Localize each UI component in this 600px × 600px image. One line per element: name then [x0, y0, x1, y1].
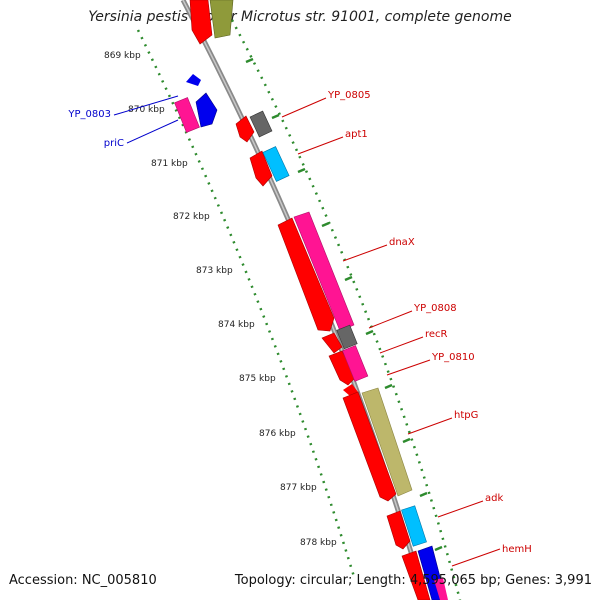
gene-top-olive — [209, 0, 234, 39]
left-dotted-track — [136, 29, 357, 581]
gene-hemH-red — [401, 550, 431, 600]
gene-htpG-red — [342, 391, 397, 502]
accession-text: Accession: NC_005810 — [9, 573, 157, 588]
topology-text: Topology: circular; Length: 4,595,065 bp… — [234, 573, 592, 588]
gene-YP_0810-magenta — [342, 345, 369, 382]
kbp-label: 872 kbp — [173, 212, 210, 222]
gene-label-priC: priC — [104, 138, 124, 149]
gene-labels-right: YP_0805 apt1 dnaX YP_0808 recR YP_0810 h… — [327, 90, 532, 555]
gene-apt1-red — [249, 150, 273, 187]
kbp-label: 871 kbp — [151, 159, 188, 169]
kbp-label: 878 kbp — [300, 538, 337, 548]
gene-label-YP_0805: YP_0805 — [327, 90, 371, 101]
gene-htpG-khaki — [361, 387, 413, 497]
gene-adk-cyan — [401, 505, 427, 547]
right-tick-marks — [245, 57, 443, 552]
kbp-label: 875 kbp — [239, 374, 276, 384]
kbp-label: 874 kbp — [218, 320, 255, 330]
gene-small-blue — [186, 74, 201, 86]
gene-YP_0808-gray — [336, 324, 358, 350]
gene-htpG-red-small — [343, 384, 358, 396]
gene-YP_0803 — [174, 97, 200, 133]
gene-dnaX-magenta — [293, 211, 355, 332]
gene-label-adk: adk — [485, 493, 503, 504]
gene-label-YP_0810: YP_0810 — [431, 352, 475, 363]
gene-label-htpG: htpG — [454, 410, 478, 421]
gene-YP_0805-gray — [249, 110, 273, 138]
gene-YP_0808-red — [321, 332, 343, 354]
gene-label-YP_0803: YP_0803 — [67, 109, 111, 120]
gene-hemH-magenta — [434, 578, 448, 600]
right-leader-lines — [281, 97, 501, 567]
kbp-label: 877 kbp — [280, 483, 317, 493]
gene-priC — [195, 92, 218, 128]
gene-recR-red — [328, 350, 357, 386]
kbp-label: 869 kbp — [104, 51, 141, 61]
gene-label-hemH: hemH — [502, 544, 532, 555]
genome-backbone-highlight — [182, 0, 426, 600]
genome-backbone — [180, 0, 428, 600]
right-dotted-track — [230, 19, 462, 600]
gene-labels-left: YP_0803 priC — [67, 109, 124, 149]
kbp-labels: 869 kbp 870 kbp 871 kbp 872 kbp 873 kbp … — [104, 51, 337, 548]
gene-adk-red — [386, 510, 411, 550]
gene-label-dnaX: dnaX — [389, 237, 415, 248]
gene-label-recR: recR — [425, 329, 448, 340]
gene-label-apt1: apt1 — [345, 129, 368, 140]
gene-top-red — [189, 0, 213, 45]
gene-YP_0805-red — [235, 115, 255, 143]
kbp-label: 870 kbp — [128, 105, 165, 115]
gene-dnaX-red — [277, 217, 335, 332]
gene-label-YP_0808: YP_0808 — [413, 303, 457, 314]
left-leader-lines — [113, 95, 179, 144]
kbp-label: 876 kbp — [259, 429, 296, 439]
gene-apt1-cyan — [262, 146, 290, 182]
kbp-label: 873 kbp — [196, 266, 233, 276]
